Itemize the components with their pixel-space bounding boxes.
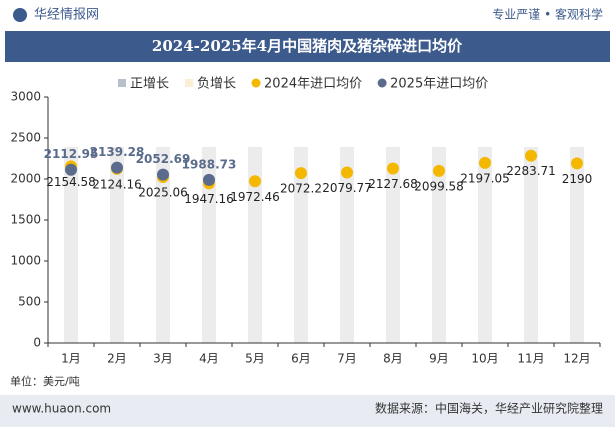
data-point [203, 173, 215, 186]
bg-column [64, 147, 78, 343]
bg-column [478, 147, 492, 343]
y-tick-label: 3000 [10, 90, 41, 104]
bg-column [294, 147, 308, 343]
data-label: 2124.16 [92, 177, 142, 191]
bg-column [524, 147, 538, 343]
unit: 单位：美元/吨 [10, 374, 80, 388]
x-tick-label: 10月 [471, 352, 498, 366]
y-tick-label: 0 [33, 336, 41, 350]
data-point [479, 156, 491, 169]
legend-swatch [118, 79, 126, 87]
x-tick-label: 2月 [107, 352, 127, 366]
x-tick-label: 1月 [61, 352, 81, 366]
brand: 华经情报网 [34, 8, 99, 23]
bg-column [386, 147, 400, 343]
data-label: 2112.95 [44, 147, 99, 161]
data-point [295, 167, 307, 180]
y-tick-label: 500 [18, 295, 41, 309]
data-point [157, 168, 169, 181]
y-tick-label: 1500 [10, 213, 41, 227]
site: www.huaon.com [12, 402, 111, 416]
legend-swatch [377, 78, 387, 88]
data-point [65, 163, 77, 176]
bg-column [570, 147, 584, 343]
x-tick-label: 9月 [429, 352, 449, 366]
legend-label: 负增长 [197, 77, 236, 92]
bg-column [202, 147, 216, 343]
x-tick-label: 4月 [199, 352, 219, 366]
bg-column [432, 147, 446, 343]
bg-column [340, 147, 354, 343]
bg-column [248, 147, 262, 343]
top-bar [0, 0, 615, 30]
data-point [111, 161, 123, 174]
x-tick-label: 11月 [517, 352, 544, 366]
x-tick-label: 12月 [563, 352, 590, 366]
x-tick-label: 5月 [245, 352, 265, 366]
data-label: 2099.58 [414, 179, 464, 193]
logo [13, 8, 27, 22]
legend-label: 2025年进口均价 [390, 77, 488, 92]
x-tick-label: 8月 [383, 352, 403, 366]
data-label: 2025.06 [138, 185, 188, 199]
data-label: 2072.2 [280, 182, 322, 196]
data-point [341, 166, 353, 179]
chart-title: 2024-2025年4月中国猪肉及猪杂碎进口均价 [152, 37, 463, 55]
data-point [433, 164, 445, 177]
data-label: 2197.05 [460, 171, 510, 185]
legend-swatch [251, 78, 261, 88]
legend-label: 正增长 [130, 77, 169, 92]
legend-swatch [185, 79, 194, 87]
slogan: 专业严谨 • 客观科学 [492, 7, 603, 22]
data-label: 1972.46 [230, 190, 280, 204]
data-label: 2079.77 [322, 181, 372, 195]
x-tick-label: 6月 [291, 352, 311, 366]
data-point [525, 149, 537, 162]
data-label: 2190 [562, 172, 593, 186]
source: 数据来源：中国海关，华经产业研究院整理 [375, 401, 603, 416]
data-label: 2127.68 [368, 177, 418, 191]
bg-column [156, 147, 170, 343]
data-label: 1988.73 [182, 157, 237, 171]
data-point [387, 162, 399, 175]
bg-column [110, 147, 124, 343]
data-label: 2139.28 [90, 145, 145, 159]
footer-bg [0, 395, 615, 427]
y-tick-label: 2500 [10, 131, 41, 145]
title-bar [5, 31, 610, 62]
x-tick-label: 3月 [153, 352, 173, 366]
y-tick-label: 1000 [10, 254, 41, 268]
data-label: 2154.58 [46, 175, 96, 189]
data-label: 2052.69 [136, 152, 191, 166]
x-tick-label: 7月 [337, 352, 357, 366]
data-label: 2283.71 [506, 164, 556, 178]
legend-label: 2024年进口均价 [264, 77, 362, 92]
data-point [249, 175, 261, 188]
y-tick-label: 2000 [10, 172, 41, 186]
data-point [571, 157, 583, 170]
data-label: 1947.16 [184, 192, 234, 206]
